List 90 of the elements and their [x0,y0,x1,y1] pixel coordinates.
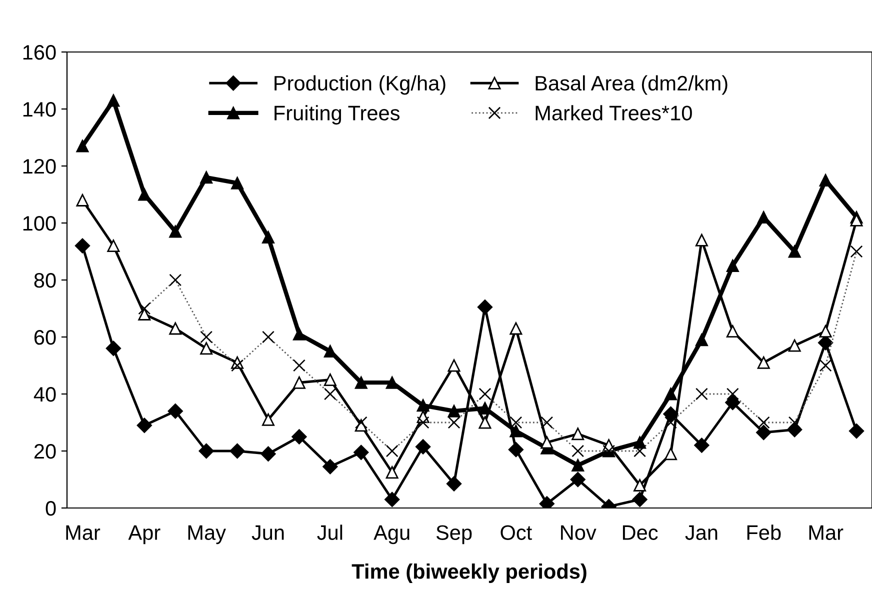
point [76,194,89,206]
y-tick-label: 160 [23,45,56,60]
point [510,424,522,438]
point [292,328,306,340]
point [386,466,398,479]
point [788,245,801,258]
x-axis-title: Time (biweekly periods) [352,564,586,583]
legend-label: Fruiting Trees [274,105,400,125]
point [757,211,770,224]
point [262,231,274,244]
y-tick-label: 60 [34,330,56,345]
point [354,376,368,389]
x-tick-label: Jan [685,525,718,540]
y-tick-label: 140 [23,102,56,117]
x-tick-label: Mar [809,525,844,540]
point [510,322,522,335]
point [664,388,677,400]
point [106,340,122,356]
point [200,342,213,355]
point [324,345,336,358]
point [477,300,493,315]
point [570,472,586,488]
point [726,260,739,272]
point [138,188,151,201]
y-tick-label: 0 [46,501,56,516]
point [262,413,274,426]
point [168,404,183,419]
point [819,174,832,186]
point [107,240,120,252]
x-tick-label: Mar [66,525,100,540]
point [819,325,832,338]
point [231,176,244,190]
legend-label: Production (Kg/ha) [274,75,446,95]
point [725,394,740,410]
point [230,443,245,459]
y-tick-label: 100 [23,216,56,231]
point [76,140,89,152]
point [634,478,646,492]
point [663,406,678,422]
point [324,374,336,386]
point [169,225,182,238]
legend-label: Marked Trees*10 [536,105,692,120]
point [169,322,182,335]
x-tick-label: Agu [374,525,410,544]
point [260,446,276,462]
x-tick-label: May [188,525,226,544]
point [448,359,460,372]
point [695,334,708,346]
point [540,436,554,449]
point [478,416,492,429]
point [354,444,369,460]
point [322,459,338,474]
point [757,356,770,369]
x-tick-label: Jul [317,524,342,540]
point [384,492,400,508]
x-tick-label: Sep [436,525,472,544]
x-tick-label: Dec [622,525,658,540]
x-tick-label: Jun [252,525,284,540]
legend-label: Basal Area (dm2/km) [536,75,728,95]
y-tick-label: 40 [34,387,56,402]
point [694,438,710,453]
point [386,376,398,389]
point [848,423,864,439]
x-tick-label: Feb [747,524,781,540]
point [198,443,214,459]
point [200,171,213,184]
x-tick-label: Nov [561,525,596,540]
point [572,428,584,440]
point [726,325,739,338]
point [508,442,524,458]
point [572,459,584,472]
point [74,238,90,254]
point [292,429,307,444]
point [664,448,677,460]
point [632,492,648,508]
point [136,418,152,433]
point [107,94,120,107]
point [695,234,708,246]
point [446,476,462,492]
point [415,439,431,454]
x-tick-label: Apr [128,525,160,544]
y-tick-label: 120 [23,159,56,174]
point [138,308,151,320]
x-tick-label: Oct [500,525,532,540]
y-tick-label: 20 [34,444,56,459]
point [788,339,801,352]
point [292,376,306,389]
point [756,424,772,440]
y-tick-label: 80 [34,273,56,288]
point [448,404,460,418]
